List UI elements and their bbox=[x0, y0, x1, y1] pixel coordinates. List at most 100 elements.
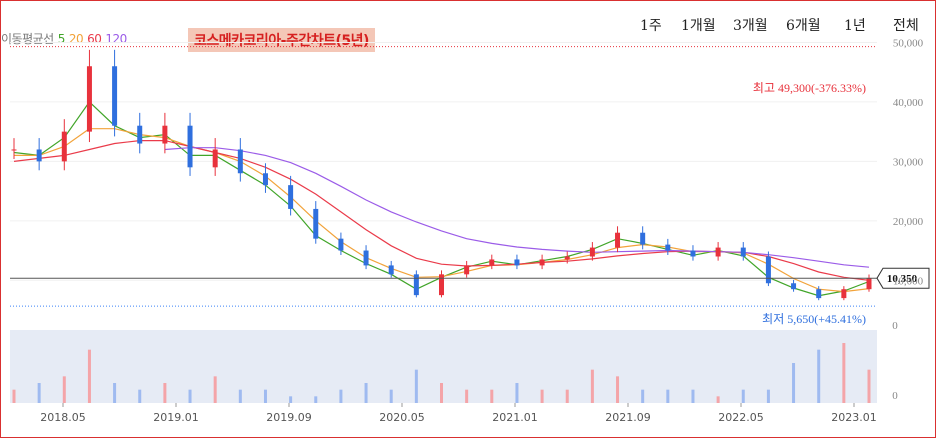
candle-body bbox=[112, 66, 118, 126]
candle-body bbox=[288, 185, 294, 209]
volume-bar bbox=[691, 389, 695, 403]
moving-average-lines bbox=[13, 100, 870, 297]
candle-body bbox=[262, 173, 268, 186]
candle-body bbox=[791, 283, 797, 290]
candle-body bbox=[841, 289, 847, 299]
volume-axis-bottom-label: 0 bbox=[892, 390, 898, 402]
volume-bar bbox=[113, 383, 117, 403]
volume-bar bbox=[389, 389, 393, 403]
volume-bar bbox=[792, 363, 796, 403]
volume-bar bbox=[289, 396, 293, 403]
x-tick-label: 2023.01 bbox=[831, 411, 877, 424]
volume-bar bbox=[641, 389, 645, 403]
volume-bar bbox=[414, 369, 418, 403]
candle-body bbox=[816, 289, 822, 299]
volume-bar bbox=[263, 389, 267, 403]
grid bbox=[10, 41, 877, 281]
ma-120-line bbox=[164, 147, 870, 268]
candle-body bbox=[36, 149, 42, 162]
x-tick-label: 2018.05 bbox=[40, 411, 86, 424]
y-tick-label: 50,000 bbox=[893, 37, 924, 49]
volume-bar bbox=[12, 389, 16, 403]
candle-body bbox=[740, 247, 746, 257]
candle-body bbox=[464, 265, 470, 275]
x-tick-label: 2019.09 bbox=[266, 411, 312, 424]
y-tick-label: 20,000 bbox=[893, 216, 924, 228]
period-1-year-button[interactable]: 1년 bbox=[844, 18, 866, 34]
high-price-label: 최고 49,300(-376.33%) bbox=[753, 81, 866, 95]
x-tick-label: 2021.01 bbox=[492, 411, 538, 424]
volume-bar bbox=[540, 389, 544, 403]
candle-body bbox=[640, 232, 646, 245]
candle-body bbox=[137, 125, 143, 144]
x-tick-label: 2020.05 bbox=[379, 411, 425, 424]
x-axis: 2018.05 2019.01 2019.09 2020.05 2021.01 2021.… bbox=[40, 403, 877, 424]
candle-body bbox=[413, 274, 419, 296]
volume-bar bbox=[238, 389, 242, 403]
current-price-tag: 10,350 bbox=[876, 267, 930, 289]
volume-axis-top-label: 0 bbox=[892, 320, 898, 332]
candle-body bbox=[11, 149, 17, 151]
candle-body bbox=[690, 250, 696, 257]
y-tick-label: 30,000 bbox=[893, 156, 924, 168]
candle-body bbox=[615, 232, 621, 248]
volume-bar bbox=[138, 389, 142, 403]
ma-5-line bbox=[13, 100, 870, 297]
y-tick-label: 40,000 bbox=[893, 97, 924, 109]
candles bbox=[11, 49, 872, 301]
volume-bar bbox=[364, 383, 368, 403]
volume-bar bbox=[666, 389, 670, 403]
period-1-month-button[interactable]: 1개월 bbox=[681, 18, 716, 34]
volume-bar bbox=[213, 376, 217, 403]
volume-bar bbox=[842, 343, 846, 403]
chart-title: 코스메카코리아-주간차트(5년) bbox=[188, 28, 375, 52]
candle-body bbox=[237, 149, 243, 174]
candle-body bbox=[86, 66, 92, 132]
volume-bar bbox=[465, 389, 469, 403]
period-1-week-button[interactable]: 1주 bbox=[640, 18, 662, 34]
candle-body bbox=[363, 250, 369, 266]
period-6-month-button[interactable]: 6개월 bbox=[786, 18, 821, 34]
candle-body bbox=[539, 259, 545, 266]
candle-body bbox=[388, 265, 394, 275]
candle-body bbox=[715, 247, 721, 257]
candle-body bbox=[589, 247, 595, 257]
ma-5-label: 5 bbox=[57, 32, 66, 46]
x-tick-label: 2021.09 bbox=[605, 411, 651, 424]
candle-body bbox=[564, 256, 570, 260]
candle-body bbox=[439, 274, 444, 296]
volume-bar bbox=[616, 376, 620, 403]
volume-bars bbox=[12, 343, 871, 403]
volume-bar bbox=[766, 389, 770, 403]
volume-bar bbox=[590, 369, 594, 403]
x-tick-label: 2019.01 bbox=[153, 411, 199, 424]
volume-bar bbox=[37, 383, 41, 403]
period-all-button[interactable]: 전체 bbox=[893, 18, 919, 34]
volume-bar bbox=[314, 396, 318, 403]
volume-bar bbox=[515, 383, 519, 403]
y-tick-label: 10,000 bbox=[893, 275, 924, 287]
volume-bar bbox=[817, 349, 821, 403]
candle-body bbox=[665, 244, 671, 251]
x-tick-label: 2022.05 bbox=[718, 411, 764, 424]
volume-bar bbox=[565, 389, 569, 403]
candle-body bbox=[514, 259, 520, 266]
volume-bar bbox=[62, 376, 66, 403]
volume-bar bbox=[188, 389, 192, 403]
candle-body bbox=[338, 238, 344, 251]
current-price-value: 10,350 bbox=[887, 273, 918, 285]
volume-bar bbox=[87, 349, 91, 403]
volume-bar bbox=[440, 383, 443, 403]
period-3-month-button[interactable]: 3개월 bbox=[733, 18, 768, 34]
volume-bar bbox=[741, 389, 745, 403]
candle-body bbox=[187, 125, 193, 168]
volume-bar bbox=[490, 389, 494, 403]
volume-bar bbox=[716, 396, 720, 403]
candle-body bbox=[489, 259, 495, 266]
ma-20-line bbox=[14, 128, 870, 293]
volume-bar bbox=[867, 369, 871, 403]
candle-body bbox=[61, 131, 67, 162]
candle-body bbox=[212, 149, 218, 168]
candle-body bbox=[313, 208, 319, 239]
